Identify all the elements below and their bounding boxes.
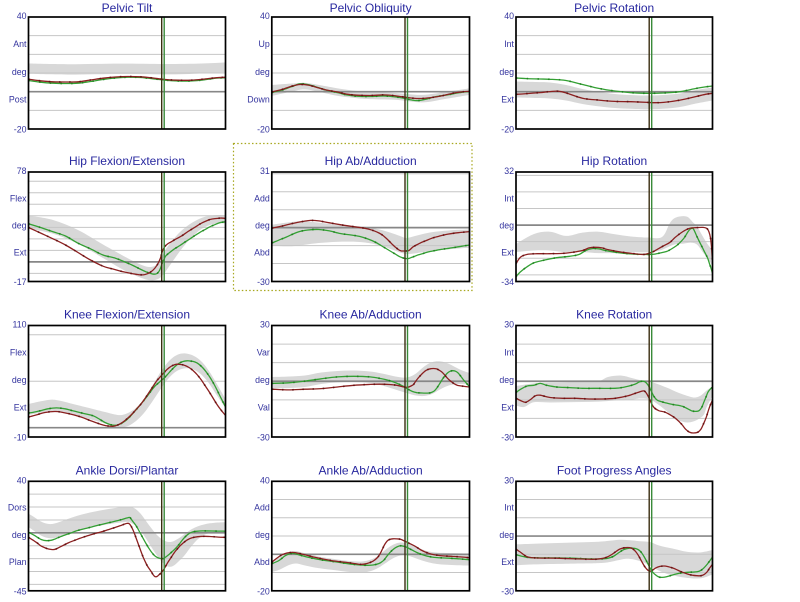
svg-text:Val: Val — [258, 403, 270, 413]
svg-text:-30: -30 — [257, 277, 270, 287]
svg-text:Int: Int — [504, 39, 514, 49]
svg-text:78: 78 — [17, 166, 27, 176]
svg-text:Add: Add — [254, 193, 270, 203]
svg-text:Knee Flexion/Extension: Knee Flexion/Extension — [64, 308, 190, 322]
svg-text:Knee Ab/Adduction: Knee Ab/Adduction — [320, 308, 422, 322]
svg-text:40: 40 — [260, 476, 270, 486]
svg-text:deg: deg — [499, 375, 514, 385]
svg-text:-30: -30 — [501, 433, 514, 443]
svg-text:40: 40 — [504, 11, 514, 21]
svg-text:Post: Post — [9, 95, 27, 105]
svg-text:Pelvic Rotation: Pelvic Rotation — [574, 1, 654, 15]
svg-text:-20: -20 — [257, 125, 270, 135]
svg-text:Plan: Plan — [9, 557, 27, 567]
svg-text:Hip Flexion/Extension: Hip Flexion/Extension — [69, 154, 185, 168]
svg-text:-34: -34 — [501, 277, 514, 287]
svg-text:Flex: Flex — [10, 347, 27, 357]
svg-text:Int: Int — [504, 193, 514, 203]
svg-text:-17: -17 — [14, 277, 27, 287]
svg-text:deg: deg — [12, 530, 27, 540]
svg-text:-20: -20 — [14, 125, 27, 135]
svg-text:Ext: Ext — [501, 403, 514, 413]
svg-text:Flex: Flex — [10, 193, 27, 203]
svg-text:deg: deg — [255, 221, 270, 231]
svg-text:Abd: Abd — [254, 248, 270, 258]
svg-text:-20: -20 — [257, 586, 270, 596]
svg-text:deg: deg — [255, 530, 270, 540]
svg-text:Up: Up — [259, 39, 270, 49]
svg-text:Down: Down — [247, 95, 270, 105]
svg-text:30: 30 — [504, 476, 514, 486]
svg-text:Var: Var — [257, 347, 270, 357]
svg-text:Int: Int — [504, 347, 514, 357]
svg-text:40: 40 — [17, 476, 27, 486]
svg-text:deg: deg — [499, 221, 514, 231]
svg-text:Ant: Ant — [13, 39, 27, 49]
svg-text:Ankle Ab/Adduction: Ankle Ab/Adduction — [319, 463, 423, 477]
svg-text:-45: -45 — [14, 586, 27, 596]
svg-text:deg: deg — [12, 67, 27, 77]
svg-text:deg: deg — [12, 221, 27, 231]
svg-text:deg: deg — [499, 67, 514, 77]
svg-text:-30: -30 — [257, 433, 270, 443]
svg-text:30: 30 — [504, 320, 514, 330]
svg-text:110: 110 — [12, 320, 26, 330]
svg-text:40: 40 — [17, 11, 27, 21]
svg-text:Int: Int — [504, 503, 514, 513]
svg-text:deg: deg — [255, 375, 270, 385]
svg-text:32: 32 — [504, 166, 514, 176]
svg-text:deg: deg — [255, 67, 270, 77]
svg-text:Ankle Dorsi/Plantar: Ankle Dorsi/Plantar — [76, 463, 179, 477]
svg-text:Pelvic Obliquity: Pelvic Obliquity — [330, 1, 412, 15]
svg-text:Pelvic Tilt: Pelvic Tilt — [102, 1, 153, 15]
svg-text:Ext: Ext — [14, 248, 27, 258]
svg-text:Ext: Ext — [501, 557, 514, 567]
svg-text:Abd: Abd — [254, 557, 270, 567]
svg-text:-20: -20 — [501, 125, 514, 135]
svg-text:31: 31 — [260, 166, 270, 176]
svg-text:Hip Ab/Adduction: Hip Ab/Adduction — [325, 154, 417, 168]
svg-text:deg: deg — [499, 530, 514, 540]
svg-text:-10: -10 — [14, 433, 27, 443]
svg-text:Hip Rotation: Hip Rotation — [581, 154, 647, 168]
svg-text:Add: Add — [254, 503, 270, 513]
svg-text:30: 30 — [260, 320, 270, 330]
svg-text:deg: deg — [12, 375, 27, 385]
svg-text:Ext: Ext — [501, 95, 514, 105]
svg-text:Foot Progress Angles: Foot Progress Angles — [557, 463, 672, 477]
svg-text:-30: -30 — [501, 586, 514, 596]
svg-text:Dors: Dors — [8, 503, 27, 513]
svg-text:40: 40 — [260, 11, 270, 21]
svg-text:Ext: Ext — [501, 248, 514, 258]
svg-text:Knee Rotation: Knee Rotation — [576, 308, 652, 322]
svg-text:Ext: Ext — [14, 403, 27, 413]
